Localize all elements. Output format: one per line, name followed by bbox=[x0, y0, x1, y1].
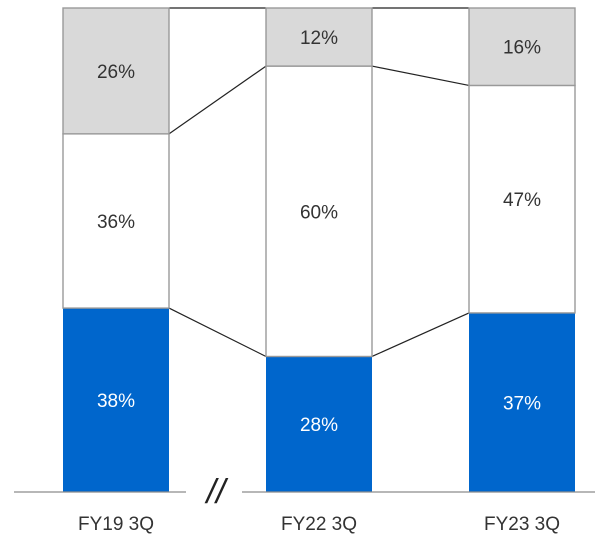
data-label: 16% bbox=[503, 38, 541, 59]
category-labels-group: FY19 3Q FY22 3Q FY23 3Q bbox=[78, 514, 560, 535]
bar-segment bbox=[62, 7, 170, 135]
x-tick-label: FY23 3Q bbox=[484, 514, 560, 535]
bar-segment bbox=[62, 133, 170, 309]
data-label: 38% bbox=[97, 391, 135, 412]
bar-segment bbox=[469, 312, 575, 492]
bar-segment bbox=[468, 84, 576, 314]
axis-break-marker: // bbox=[205, 473, 229, 511]
data-label: 36% bbox=[97, 212, 135, 233]
x-tick-label: FY22 3Q bbox=[281, 514, 357, 535]
bar-segment bbox=[468, 7, 576, 87]
data-label: 28% bbox=[300, 415, 338, 436]
x-tick-label: FY19 3Q bbox=[78, 514, 154, 535]
data-label: 26% bbox=[97, 62, 135, 83]
axis-break-gap bbox=[186, 484, 242, 500]
data-label: 47% bbox=[503, 190, 541, 211]
data-label: 12% bbox=[300, 28, 338, 49]
bar-segment bbox=[265, 7, 373, 67]
connector-line bbox=[371, 312, 470, 358]
segment-labels-group: 38% 36% 26% 28% 60% 12% 37% 47% 16% bbox=[97, 28, 541, 436]
connector-lines bbox=[168, 7, 470, 358]
bar-segment bbox=[266, 356, 372, 492]
connector-line bbox=[168, 65, 267, 135]
connector-line bbox=[168, 307, 267, 358]
bar-segment bbox=[63, 308, 169, 492]
bars-group bbox=[62, 7, 576, 492]
data-label: 37% bbox=[503, 393, 541, 414]
data-label: 60% bbox=[300, 202, 338, 223]
connector-line bbox=[371, 65, 470, 87]
